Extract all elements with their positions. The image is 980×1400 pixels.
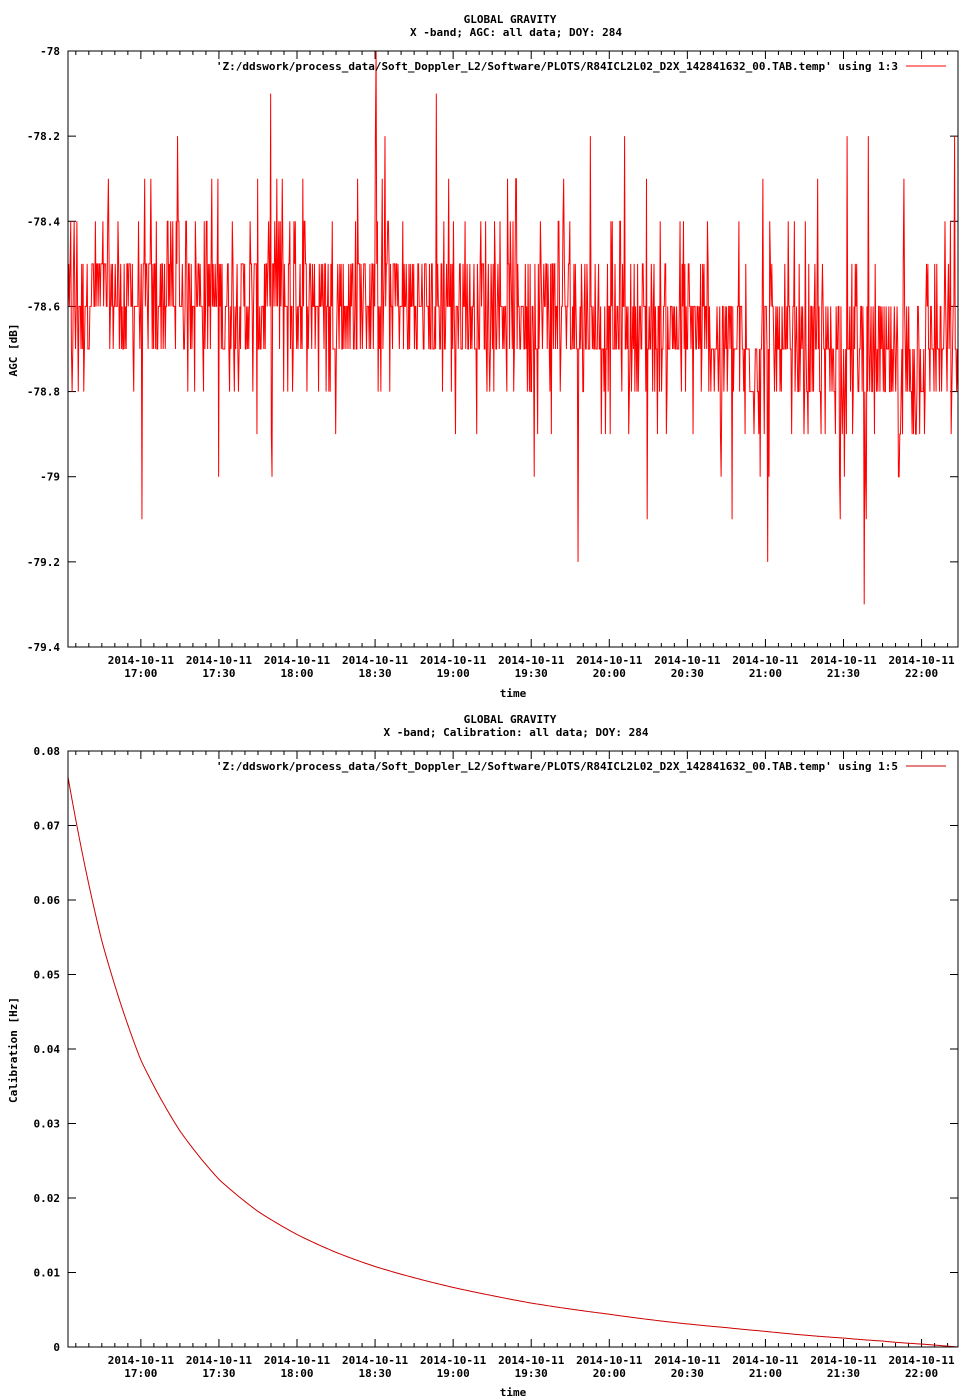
x-tick-time: 19:00 <box>437 667 470 680</box>
x-tick-date: 2014-10-11 <box>576 1354 643 1367</box>
calibration-y-axis-label: Calibration [Hz] <box>7 997 20 1103</box>
x-tick-time: 17:30 <box>202 1367 235 1380</box>
x-tick-date: 2014-10-11 <box>732 1354 799 1367</box>
series-line <box>67 776 959 1348</box>
agc-plot-frame <box>67 50 959 648</box>
x-tick-date: 2014-10-11 <box>420 1354 487 1367</box>
agc-title-line2: X -band; AGC: all data; DOY: 284 <box>410 26 622 39</box>
x-tick-date: 2014-10-11 <box>186 654 253 667</box>
agc-tick-marks <box>68 50 958 648</box>
y-tick-label: -78 <box>40 45 60 58</box>
agc-series <box>67 50 959 605</box>
x-tick-date: 2014-10-11 <box>498 654 565 667</box>
x-tick-date: 2014-10-11 <box>342 1354 409 1367</box>
x-tick-date: 2014-10-11 <box>810 654 877 667</box>
x-tick-time: 20:30 <box>671 1367 704 1380</box>
x-tick-date: 2014-10-11 <box>420 654 487 667</box>
y-tick-label: -78.8 <box>27 386 60 399</box>
agc-title-line1: GLOBAL GRAVITY <box>464 13 557 26</box>
x-tick-date: 2014-10-11 <box>342 654 409 667</box>
x-tick-time: 17:00 <box>124 667 157 680</box>
x-tick-time: 19:30 <box>515 1367 548 1380</box>
x-tick-date: 2014-10-11 <box>654 1354 721 1367</box>
y-tick-label: 0.03 <box>34 1118 61 1131</box>
x-tick-time: 18:00 <box>280 1367 313 1380</box>
agc-x-axis-label: time <box>500 687 527 700</box>
x-tick-time: 18:00 <box>280 667 313 680</box>
x-tick-time: 19:30 <box>515 667 548 680</box>
y-tick-label: 0.02 <box>34 1192 61 1205</box>
calibration-y-tick-labels: 0.08 0.07 0.06 0.05 0.04 0.03 0.02 0.01 0 <box>34 745 61 1354</box>
x-tick-date: 2014-10-11 <box>888 654 955 667</box>
y-tick-label: 0.04 <box>34 1043 61 1056</box>
x-tick-date: 2014-10-11 <box>888 1354 955 1367</box>
y-tick-label: -78.2 <box>27 130 60 143</box>
x-tick-time: 17:30 <box>202 667 235 680</box>
y-tick-label: 0.07 <box>34 820 61 833</box>
calibration-plot-frame <box>67 750 959 1348</box>
y-tick-label: -78.4 <box>27 215 60 228</box>
y-tick-label: 0.05 <box>34 969 61 982</box>
y-tick-label: 0 <box>53 1341 60 1354</box>
x-tick-time: 18:30 <box>359 1367 392 1380</box>
x-tick-time: 21:30 <box>827 667 860 680</box>
agc-legend-label: 'Z:/ddswork/process_data/Soft_Doppler_L2… <box>216 60 898 73</box>
x-tick-time: 22:00 <box>905 1367 938 1380</box>
x-tick-time: 22:00 <box>905 667 938 680</box>
y-tick-label: -79.4 <box>27 641 60 654</box>
x-tick-time: 17:00 <box>124 1367 157 1380</box>
calibration-chart: GLOBAL GRAVITY X -band; Calibration: all… <box>7 713 959 1399</box>
calibration-title-line1: GLOBAL GRAVITY <box>464 713 557 726</box>
x-tick-date: 2014-10-11 <box>810 1354 877 1367</box>
x-tick-time: 21:30 <box>827 1367 860 1380</box>
series-line <box>67 50 959 605</box>
y-tick-label: -78.6 <box>27 300 60 313</box>
x-tick-date: 2014-10-11 <box>186 1354 253 1367</box>
y-tick-label: 0.06 <box>34 894 61 907</box>
x-tick-date: 2014-10-11 <box>264 654 331 667</box>
agc-y-tick-labels: -78 -78.2 -78.4 -78.6 -78.8 -79 -79.2 -79.4 <box>27 45 60 654</box>
calibration-title-line2: X -band; Calibration: all data; DOY: 284 <box>384 726 649 739</box>
x-tick-time: 20:30 <box>671 667 704 680</box>
x-tick-date: 2014-10-11 <box>732 654 799 667</box>
x-tick-date: 2014-10-11 <box>654 654 721 667</box>
x-tick-time: 19:00 <box>437 1367 470 1380</box>
agc-y-axis-label: AGC [dB] <box>7 324 20 377</box>
x-tick-date: 2014-10-11 <box>576 654 643 667</box>
x-tick-time: 20:00 <box>593 667 626 680</box>
y-tick-label: 0.01 <box>34 1267 61 1280</box>
x-tick-time: 18:30 <box>359 667 392 680</box>
x-tick-date: 2014-10-11 <box>108 1354 175 1367</box>
x-tick-date: 2014-10-11 <box>264 1354 331 1367</box>
x-tick-date: 2014-10-11 <box>108 654 175 667</box>
y-tick-label: -79 <box>40 471 60 484</box>
x-tick-date: 2014-10-11 <box>498 1354 565 1367</box>
calibration-legend-label: 'Z:/ddswork/process_data/Soft_Doppler_L2… <box>216 760 898 773</box>
y-tick-label: -79.2 <box>27 556 60 569</box>
calibration-series <box>67 776 959 1348</box>
agc-x-tick-labels: 2014-10-1117:002014-10-1117:302014-10-11… <box>108 654 955 680</box>
x-tick-time: 20:00 <box>593 1367 626 1380</box>
calibration-tick-marks <box>68 750 958 1348</box>
y-tick-label: 0.08 <box>34 745 61 758</box>
x-tick-time: 21:00 <box>749 667 782 680</box>
calibration-x-tick-labels: 2014-10-1117:002014-10-1117:302014-10-11… <box>108 1354 955 1380</box>
agc-chart: GLOBAL GRAVITY X -band; AGC: all data; D… <box>7 13 959 700</box>
calibration-x-axis-label: time <box>500 1386 527 1399</box>
x-tick-time: 21:00 <box>749 1367 782 1380</box>
